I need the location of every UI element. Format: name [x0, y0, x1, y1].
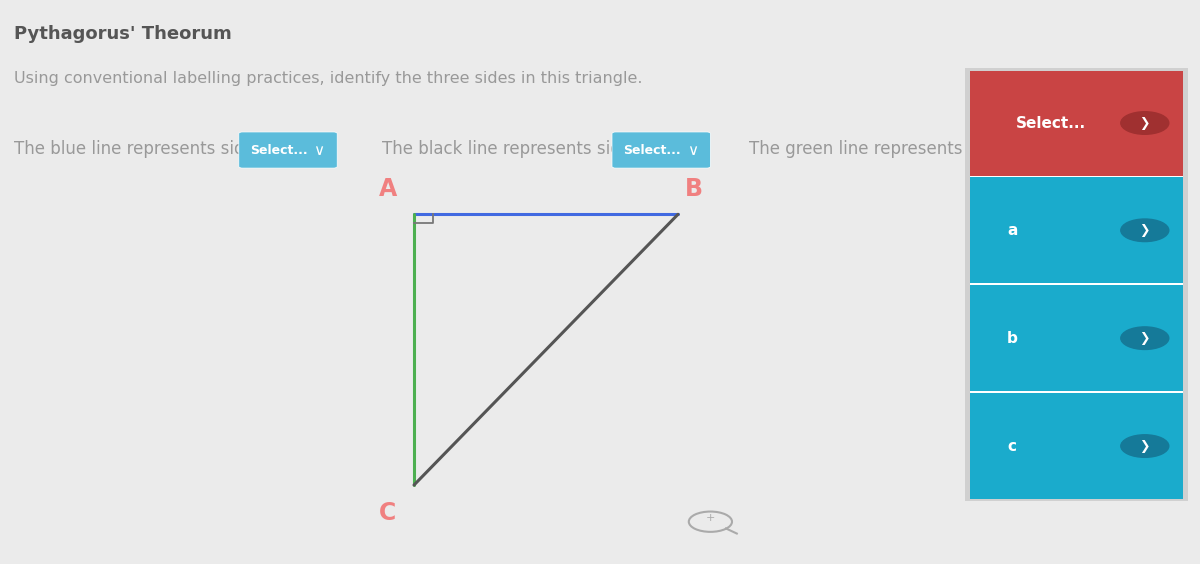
Text: ❯: ❯ [1140, 332, 1150, 345]
Text: ∨: ∨ [686, 143, 697, 157]
FancyBboxPatch shape [970, 285, 1183, 391]
Text: +: + [706, 513, 715, 523]
Text: Pythagorus' Theorum: Pythagorus' Theorum [14, 25, 232, 43]
Text: ❯: ❯ [1140, 224, 1150, 237]
FancyBboxPatch shape [965, 68, 1188, 501]
FancyBboxPatch shape [970, 393, 1183, 499]
Text: ❯: ❯ [1140, 439, 1150, 452]
Text: The black line represents side: The black line represents side [382, 140, 631, 158]
Text: A: A [378, 177, 397, 201]
Text: C: C [379, 501, 396, 525]
Text: The blue line represents side: The blue line represents side [14, 140, 256, 158]
Circle shape [1121, 327, 1169, 350]
Text: a: a [1007, 223, 1018, 238]
Text: c: c [1008, 439, 1016, 453]
Circle shape [1121, 435, 1169, 457]
Text: b: b [1007, 331, 1018, 346]
Circle shape [1121, 219, 1169, 241]
FancyBboxPatch shape [612, 132, 710, 168]
FancyBboxPatch shape [970, 283, 1183, 285]
Text: Select...: Select... [250, 143, 307, 157]
Text: The green line represents side: The green line represents side [749, 140, 1002, 158]
Text: ∨: ∨ [313, 143, 324, 157]
Circle shape [1121, 112, 1169, 134]
FancyBboxPatch shape [970, 175, 1183, 177]
FancyBboxPatch shape [970, 391, 1183, 393]
Text: Select...: Select... [1015, 116, 1086, 130]
Text: Using conventional labelling practices, identify the three sides in this triangl: Using conventional labelling practices, … [14, 70, 643, 86]
Text: B: B [684, 177, 702, 201]
Text: Select...: Select... [623, 143, 680, 157]
FancyBboxPatch shape [970, 70, 1183, 175]
Text: ❯: ❯ [1140, 117, 1150, 130]
FancyBboxPatch shape [970, 177, 1183, 283]
FancyBboxPatch shape [970, 70, 1183, 499]
FancyBboxPatch shape [239, 132, 337, 168]
